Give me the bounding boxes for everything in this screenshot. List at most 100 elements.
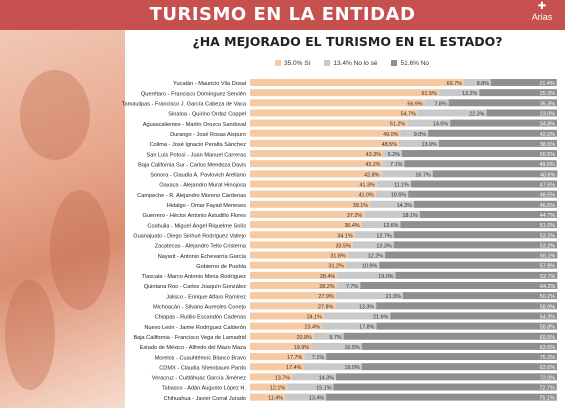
bar-si xyxy=(250,363,304,371)
data-label-no-se: 9.0% xyxy=(414,132,426,138)
legend-item-no: 51.6% No xyxy=(391,57,429,69)
data-label-no: 25.3% xyxy=(540,91,555,97)
data-label-no-se: 16.5% xyxy=(344,345,359,351)
category-label: Tamaulipas - Francisco J. García Cabeza … xyxy=(122,102,247,108)
bar-no xyxy=(343,332,557,340)
photo-figure xyxy=(20,70,90,160)
bar-no xyxy=(335,373,557,381)
bar-no xyxy=(393,241,557,249)
data-label-si: 39.1% xyxy=(353,203,368,209)
data-label-no: 49.6% xyxy=(539,162,554,168)
bar-si xyxy=(250,312,324,320)
bar-no-se xyxy=(361,221,401,229)
brand-logo: ✚ Arias xyxy=(522,2,562,28)
data-label-si: 51.2% xyxy=(390,122,405,128)
bar-no-se xyxy=(311,342,362,350)
data-label-no: 40.6% xyxy=(540,172,555,178)
bar-no-se xyxy=(347,251,386,259)
bar-no xyxy=(404,160,557,168)
category-label: Baja California - Francisco Vega de Lama… xyxy=(133,335,246,341)
data-label-si: 23.4% xyxy=(305,325,320,331)
bar-si xyxy=(250,393,285,401)
data-label-si: 19.9% xyxy=(294,345,309,351)
data-label-si: 17.4% xyxy=(286,365,301,371)
data-label-no-se: 7.7% xyxy=(346,284,358,290)
data-label-no: 42.0% xyxy=(540,132,555,138)
category-label: Guerrero - Héctor Antonio Astudillo Flor… xyxy=(142,213,246,219)
bar-no-se xyxy=(352,241,394,249)
category-label: CDMX - Claudia Sheinbaum Pardo xyxy=(159,365,246,371)
data-label-no-se: 12.7% xyxy=(376,233,391,239)
bar-no xyxy=(408,190,557,198)
data-label-no: 52.7% xyxy=(540,274,555,280)
bar-no-se xyxy=(407,119,451,127)
bar-si xyxy=(250,210,365,218)
data-label-si: 43.2% xyxy=(365,162,380,168)
bar-no xyxy=(419,210,557,218)
category-label: Tabasco - Adán Augusto López H. xyxy=(162,386,247,392)
data-label-no-se: 6.2% xyxy=(388,152,400,158)
data-label-no-se: 7.1% xyxy=(312,355,324,361)
bar-si xyxy=(250,129,401,137)
category-label: Nayarit - Antonio Echevarría García xyxy=(158,254,247,260)
legend-label-no-se: 13.4% No lo sé xyxy=(333,59,378,67)
bar-si xyxy=(250,342,312,350)
data-label-si: 42.8% xyxy=(364,172,379,178)
data-label-no: 75.1% xyxy=(539,396,554,402)
bar-no xyxy=(410,180,557,188)
bar-no xyxy=(428,129,557,137)
bar-no-se xyxy=(463,79,491,86)
bar-si xyxy=(250,292,336,300)
bar-no xyxy=(326,353,557,361)
bar-si xyxy=(250,89,439,97)
bar-no-se xyxy=(375,190,409,198)
bar-no xyxy=(361,363,557,371)
data-label-si: 27.8% xyxy=(318,304,333,310)
category-label: Baja California Sur - Carlos Mendoza Dav… xyxy=(138,162,246,168)
bar-no-se xyxy=(321,322,377,330)
category-label: Aguascalientes - Martín Orozco Sandoval xyxy=(143,122,246,128)
data-label-no: 56.1% xyxy=(540,254,555,260)
data-label-si: 49.0% xyxy=(383,132,398,138)
bar-si xyxy=(250,109,418,117)
bar-si xyxy=(250,180,377,188)
data-label-no-se: 13.4% xyxy=(309,396,324,402)
data-label-si: 41.3% xyxy=(359,183,374,189)
data-label-si: 11.4% xyxy=(268,396,283,402)
data-label-no-se: 7.8% xyxy=(434,101,446,107)
bar-no xyxy=(450,119,557,127)
bar-no xyxy=(448,99,557,107)
bar-si xyxy=(250,221,362,229)
photo-figure xyxy=(5,280,55,390)
data-label-no-se: 14.0% xyxy=(433,122,448,128)
bar-si xyxy=(250,282,337,289)
bar-si xyxy=(250,139,399,147)
bar-si xyxy=(250,241,353,249)
bar-no-se xyxy=(336,282,361,289)
bar-si xyxy=(250,332,314,340)
category-label: Colima - José Ignacio Peralta Sánchez xyxy=(150,142,247,148)
data-label-no-se: 13.0% xyxy=(422,142,437,148)
bar-no-se xyxy=(313,332,344,340)
data-label-no: 48.5% xyxy=(540,193,555,199)
bar-no xyxy=(395,271,558,279)
bar-no xyxy=(390,312,557,320)
header-banner: TURISMO EN LA ENTIDAD ✚ Arias xyxy=(0,0,565,30)
category-label: Querétaro - Francisco Domínguez Servién xyxy=(141,91,246,97)
bar-si xyxy=(250,302,336,310)
bar-no xyxy=(438,139,557,147)
data-label-no: 44.7% xyxy=(540,213,555,219)
data-label-no-se: 16.7% xyxy=(415,172,430,178)
data-label-no: 50.5% xyxy=(540,152,555,158)
data-label-no-se: 9.7% xyxy=(329,335,341,341)
bar-no-se xyxy=(287,383,334,391)
data-label-no: 75.2% xyxy=(540,355,555,361)
data-label-si: 33.5% xyxy=(336,243,351,249)
chart-title: ¿HA MEJORADO EL TURISMO EN EL ESTADO? xyxy=(192,34,503,49)
data-label-no: 38.5% xyxy=(540,142,555,148)
category-label: Gobierno de Puebla xyxy=(196,264,247,270)
bar-no xyxy=(400,221,557,229)
photo-figure xyxy=(50,190,110,310)
bar-no-se xyxy=(400,129,429,137)
